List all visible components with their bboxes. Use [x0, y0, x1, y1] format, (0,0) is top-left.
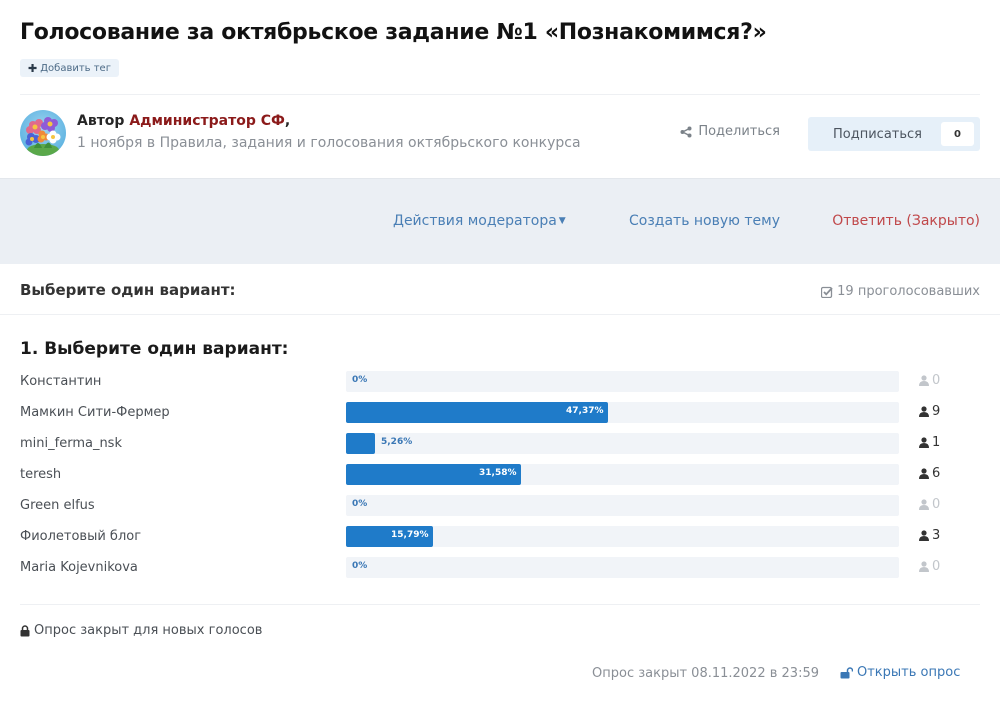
- poll-option-row: Maria Kojevnikova 0% 0: [20, 556, 980, 587]
- poll-option-row: mini_ferma_nsk 5,26% 1: [20, 432, 980, 463]
- poll-option-row: teresh 31,58% 6: [20, 463, 980, 494]
- flowers-avatar-icon: [25, 117, 61, 156]
- share-button[interactable]: Поделиться: [680, 124, 780, 139]
- progress-track: 15,79%: [346, 526, 899, 547]
- share-icon: [680, 126, 692, 137]
- open-poll-button[interactable]: Открыть опрос: [840, 665, 960, 680]
- add-tag-button[interactable]: ✚ Добавить тег: [20, 59, 119, 77]
- poll-option-row: Мамкин Сити-Фермер 47,37% 9: [20, 401, 980, 432]
- moderator-actions-label: Действия модератора: [393, 213, 557, 229]
- share-label: Поделиться: [698, 124, 780, 139]
- checkbox-checked-icon: [821, 286, 833, 298]
- progress-fill: [346, 464, 521, 485]
- subscribe-label: Подписаться: [833, 126, 922, 142]
- page-title: Голосование за октябрьское задание №1 «П…: [20, 20, 767, 45]
- progress-track: 31,58%: [346, 464, 899, 485]
- voters-label: 19 проголосовавших: [837, 284, 980, 299]
- vote-count: 6: [919, 466, 940, 481]
- divider: [20, 604, 980, 605]
- progress-fill: [346, 402, 608, 423]
- add-tag-label: Добавить тег: [40, 62, 111, 74]
- category-link[interactable]: Правила, задания и голосования октябрьск…: [159, 135, 581, 151]
- in-word: в: [146, 135, 156, 151]
- progress-track: 0%: [346, 557, 899, 578]
- option-label: Green elfus: [20, 498, 95, 513]
- user-icon: [919, 530, 929, 541]
- subscriber-count-badge: 0: [941, 122, 974, 146]
- plus-icon: ✚: [28, 61, 38, 75]
- poll-closed-date: Опрос закрыт 08.11.2022 в 23:59: [592, 666, 819, 681]
- moderation-bar: Действия модератора ▼ Создать новую тему …: [0, 178, 1000, 264]
- percent-label: 5,26%: [381, 437, 413, 447]
- percent-label: 0%: [352, 499, 368, 509]
- lock-icon: [20, 624, 30, 636]
- poll-closed-note: Опрос закрыт для новых голосов: [20, 623, 262, 638]
- vote-count: 0: [919, 559, 940, 574]
- author-prefix: Автор: [77, 113, 125, 129]
- author-row: Автор Администратор СФ, 1 ноября в Прави…: [20, 110, 980, 158]
- percent-label: 15,79%: [391, 530, 429, 540]
- progress-fill: [346, 433, 375, 454]
- progress-track: 0%: [346, 371, 899, 392]
- caret-down-icon: ▼: [558, 216, 566, 226]
- vote-count-value: 0: [932, 559, 941, 574]
- vote-count-value: 0: [932, 373, 941, 388]
- avatar[interactable]: [20, 110, 66, 156]
- user-icon: [919, 437, 929, 448]
- percent-label: 0%: [352, 375, 368, 385]
- poll-results: Константин 0% 0 Мамкин Сити-Фермер 47,37% 9 mi…: [20, 370, 980, 587]
- post-date: 1 ноября: [77, 135, 143, 151]
- reply-closed-button[interactable]: Ответить (Закрыто): [832, 213, 980, 229]
- vote-count: 0: [919, 373, 940, 388]
- vote-count: 3: [919, 528, 940, 543]
- create-topic-link[interactable]: Создать новую тему: [629, 213, 781, 229]
- poll-header-title: Выберите один вариант:: [20, 281, 236, 299]
- divider: [20, 94, 980, 95]
- percent-label: 0%: [352, 561, 368, 571]
- question-title: 1. Выберите один вариант:: [20, 339, 289, 359]
- progress-track: 0%: [346, 495, 899, 516]
- poll-option-row: Константин 0% 0: [20, 370, 980, 401]
- vote-count: 9: [919, 404, 940, 419]
- author-name-link[interactable]: Администратор СФ: [129, 113, 285, 129]
- poll-header: Выберите один вариант: 19 проголосовавши…: [0, 265, 1000, 315]
- progress-track: 47,37%: [346, 402, 899, 423]
- option-label: mini_ferma_nsk: [20, 436, 122, 451]
- subscribe-button[interactable]: Подписаться 0: [808, 117, 980, 151]
- user-icon: [919, 375, 929, 386]
- option-label: Maria Kojevnikova: [20, 560, 138, 575]
- user-icon: [919, 561, 929, 572]
- option-label: Фиолетовый блог: [20, 529, 142, 544]
- option-label: Мамкин Сити-Фермер: [20, 405, 170, 420]
- user-icon: [919, 406, 929, 417]
- percent-label: 31,58%: [479, 468, 517, 478]
- vote-count-value: 6: [932, 466, 941, 481]
- user-icon: [919, 499, 929, 510]
- moderator-actions-dropdown[interactable]: Действия модератора ▼: [393, 213, 566, 229]
- user-icon: [919, 468, 929, 479]
- open-poll-label: Открыть опрос: [857, 665, 961, 680]
- vote-count-value: 3: [932, 528, 941, 543]
- poll-option-row: Green elfus 0% 0: [20, 494, 980, 525]
- vote-count-value: 1: [932, 435, 941, 450]
- progress-fill: [346, 526, 433, 547]
- percent-label: 47,37%: [566, 406, 604, 416]
- vote-count-value: 0: [932, 497, 941, 512]
- vote-count: 1: [919, 435, 940, 450]
- unlock-icon: [840, 666, 853, 678]
- voters-count: 19 проголосовавших: [821, 284, 980, 299]
- poll-closed-label: Опрос закрыт для новых голосов: [34, 623, 263, 638]
- vote-count: 0: [919, 497, 940, 512]
- option-label: Константин: [20, 374, 102, 389]
- vote-count-value: 9: [932, 404, 941, 419]
- author-suffix: ,: [284, 113, 291, 129]
- poll-option-row: Фиолетовый блог 15,79% 3: [20, 525, 980, 556]
- option-label: teresh: [20, 467, 62, 482]
- progress-track: 5,26%: [346, 433, 899, 454]
